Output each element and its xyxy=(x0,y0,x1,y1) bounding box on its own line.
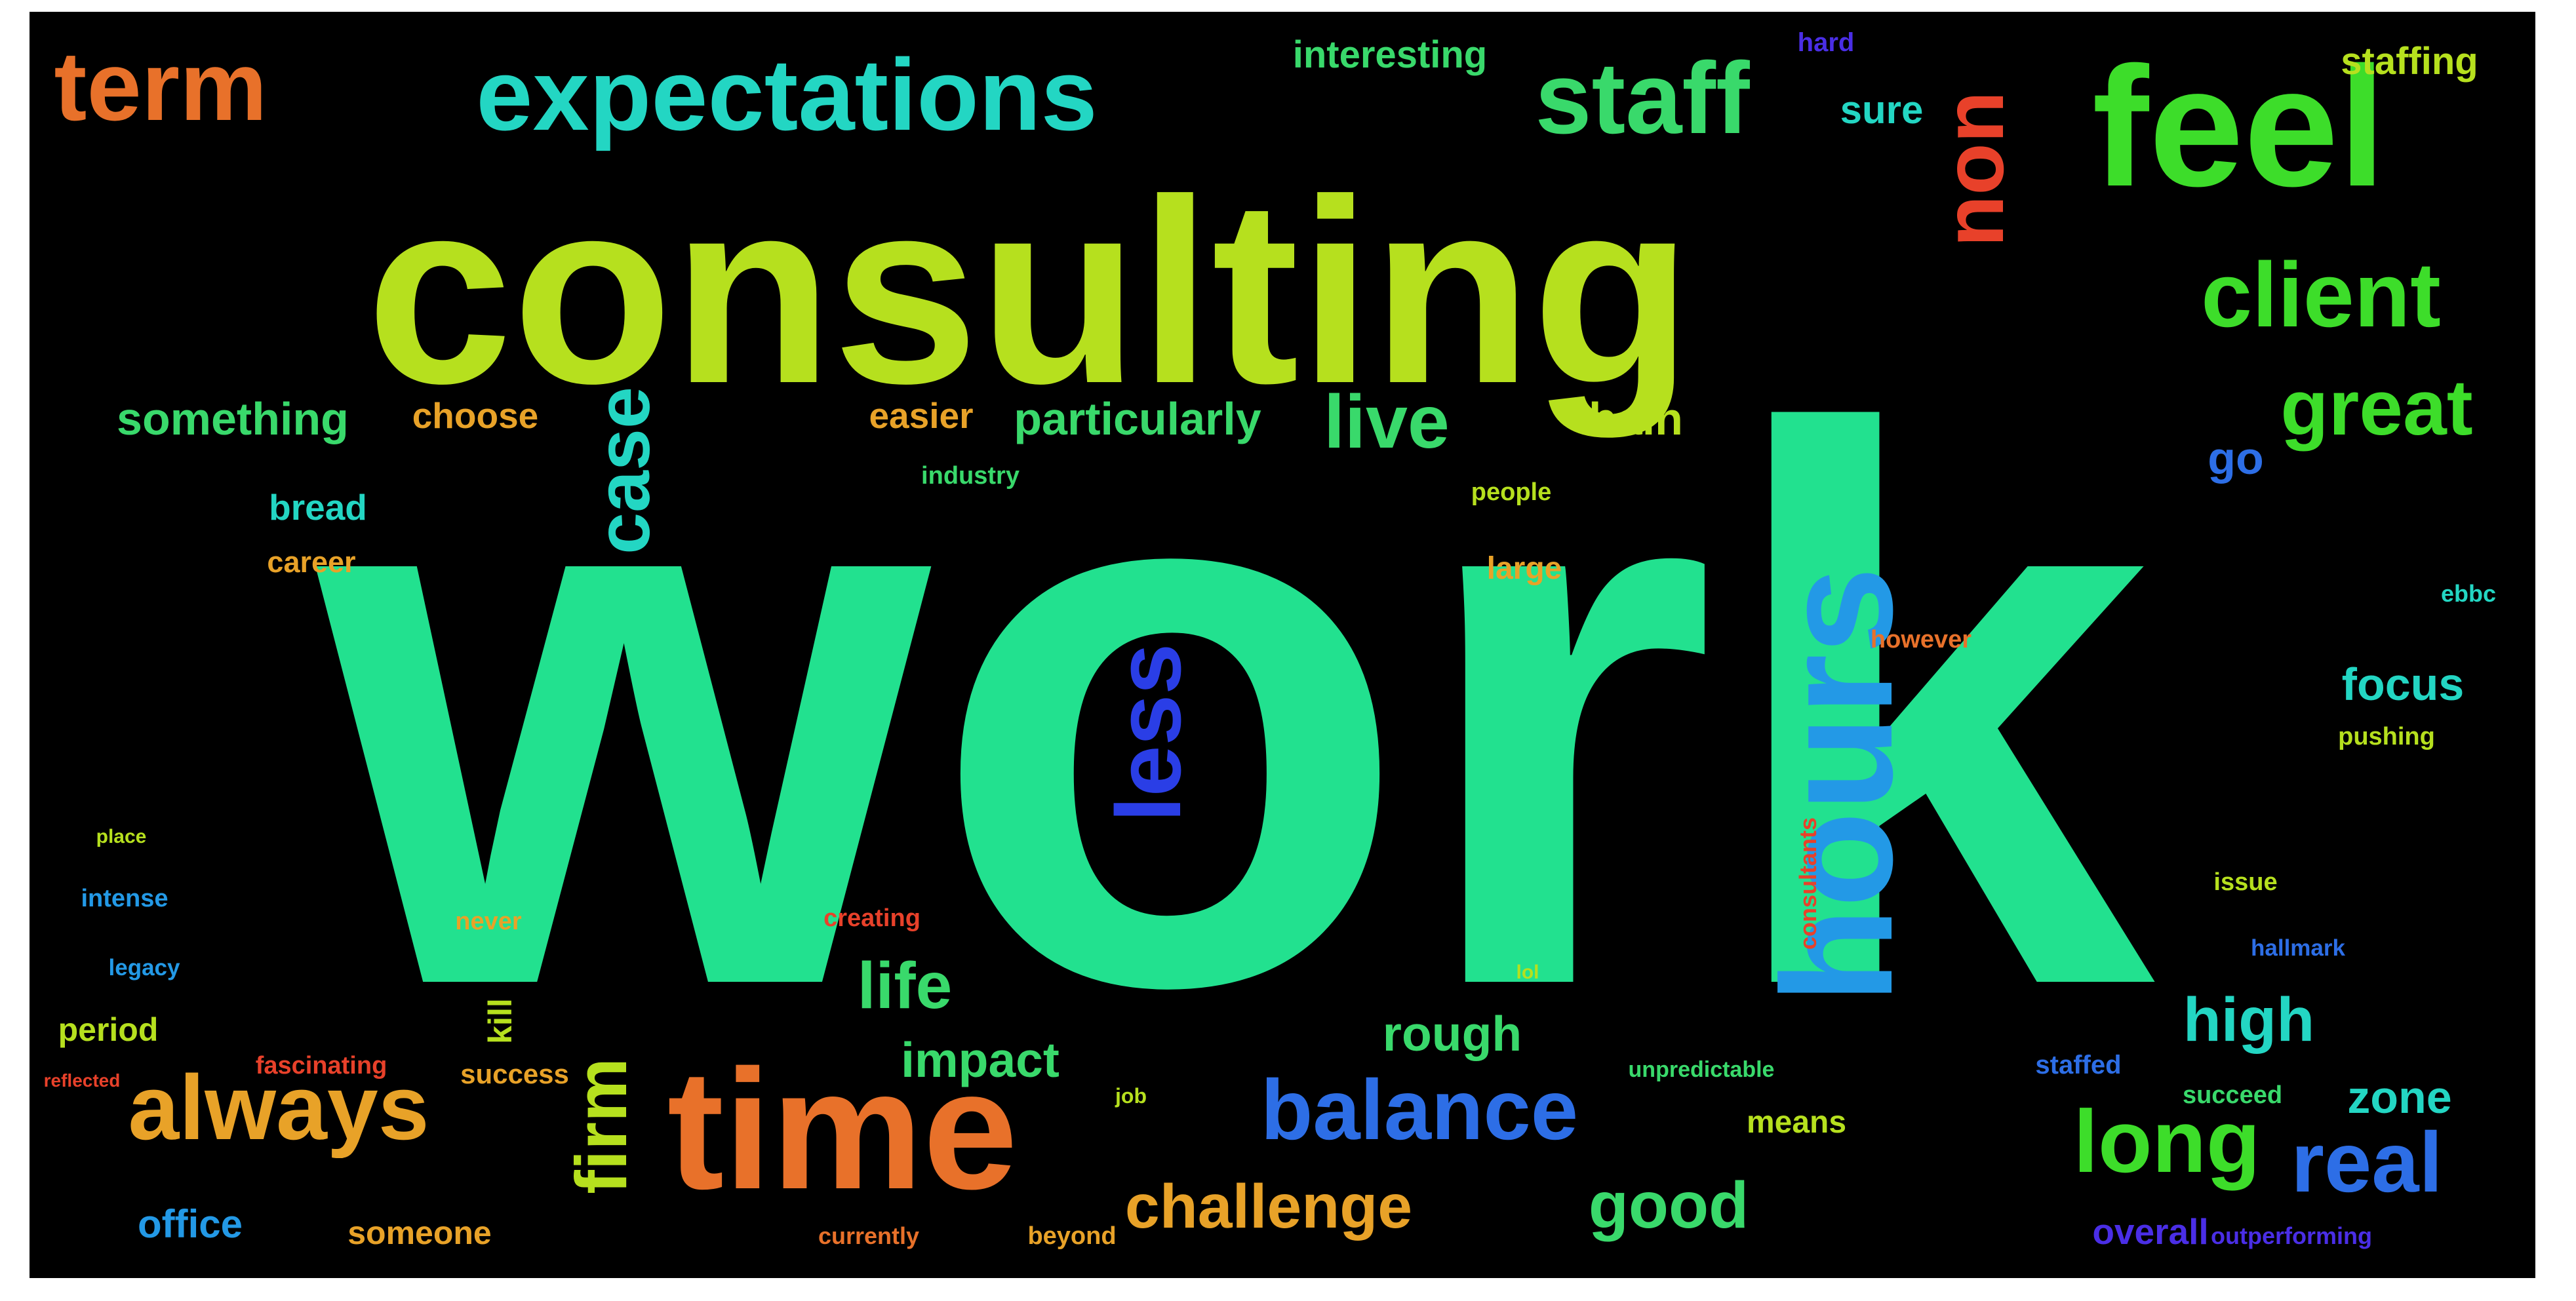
word-kill: kill xyxy=(482,998,519,1043)
word-reflected: reflected xyxy=(44,1070,121,1091)
word-zone: zone xyxy=(2347,1072,2451,1123)
word-focus: focus xyxy=(2342,659,2465,710)
word-firm: firm xyxy=(561,1058,642,1194)
word-career: career xyxy=(267,545,355,579)
word-less: less xyxy=(1097,644,1200,822)
word-consulting: consulting xyxy=(367,145,1692,440)
word-pushing: pushing xyxy=(2338,723,2435,750)
word-life: life xyxy=(858,949,952,1022)
word-time: time xyxy=(667,1035,1018,1225)
word-term: term xyxy=(54,31,267,141)
word-job: job xyxy=(1115,1084,1147,1108)
word-particularly: particularly xyxy=(1014,393,1261,444)
word-great: great xyxy=(2280,364,2472,452)
word-easier: easier xyxy=(869,395,973,436)
word-interesting: interesting xyxy=(1293,33,1488,76)
word-lol: lol xyxy=(1516,961,1539,983)
word-hallmark: hallmark xyxy=(2251,935,2345,961)
word-however: however xyxy=(1871,626,1972,653)
word-succeed: succeed xyxy=(2183,1081,2282,1109)
word-creating: creating xyxy=(823,904,921,932)
word-challenge: challenge xyxy=(1125,1172,1412,1241)
word-staffed: staffed xyxy=(2035,1051,2121,1079)
word-place: place xyxy=(96,826,147,847)
word-means: means xyxy=(1747,1105,1846,1140)
word-never: never xyxy=(455,908,522,935)
word-sure: sure xyxy=(1840,88,1924,132)
word-large: large xyxy=(1487,551,1562,586)
word-someone: someone xyxy=(347,1214,492,1251)
word-balance: balance xyxy=(1261,1062,1578,1157)
word-beyond: beyond xyxy=(1027,1222,1116,1250)
word-high: high xyxy=(2183,985,2314,1055)
word-rough: rough xyxy=(1383,1006,1522,1061)
word-go: go xyxy=(2208,433,2264,484)
word-something: something xyxy=(117,393,349,444)
word-people: people xyxy=(1471,478,1551,506)
word-bain: bain xyxy=(1589,393,1683,444)
word-always: always xyxy=(128,1056,429,1159)
word-case: case xyxy=(582,387,665,554)
word-work: work xyxy=(306,271,2159,1149)
word-cloud: work consulting hours feel time expectations s… xyxy=(30,12,2535,1278)
word-outperforming: outperforming xyxy=(2211,1222,2372,1249)
word-legacy: legacy xyxy=(109,955,180,981)
word-feel: feel xyxy=(2092,32,2386,222)
word-live: live xyxy=(1324,380,1450,464)
word-real: real xyxy=(2291,1114,2442,1210)
word-long: long xyxy=(2074,1092,2261,1191)
word-non: non xyxy=(1926,91,2021,247)
word-ebbc: ebbc xyxy=(2441,580,2496,607)
word-choose: choose xyxy=(412,395,539,436)
word-issue: issue xyxy=(2213,868,2277,896)
word-hard: hard xyxy=(1798,28,1855,57)
word-good: good xyxy=(1589,1169,1749,1242)
word-staff: staff xyxy=(1535,41,1750,155)
word-unpredictable: unpredictable xyxy=(1629,1057,1775,1082)
word-consultants: consultants xyxy=(1794,817,1821,950)
word-expectations: expectations xyxy=(476,38,1098,151)
word-client: client xyxy=(2201,243,2441,346)
word-overall: overall xyxy=(2092,1211,2208,1252)
word-office: office xyxy=(138,1202,243,1246)
word-intense: intense xyxy=(81,885,168,912)
word-hours: hours xyxy=(1749,567,1925,1004)
word-period: period xyxy=(58,1011,159,1048)
word-fascinating: fascinating xyxy=(256,1052,387,1079)
word-success: success xyxy=(460,1058,569,1089)
word-bread: bread xyxy=(269,487,367,528)
word-staffing: staffing xyxy=(2341,40,2478,83)
word-industry: industry xyxy=(921,462,1020,490)
word-impact: impact xyxy=(901,1032,1060,1087)
word-currently: currently xyxy=(818,1222,919,1249)
